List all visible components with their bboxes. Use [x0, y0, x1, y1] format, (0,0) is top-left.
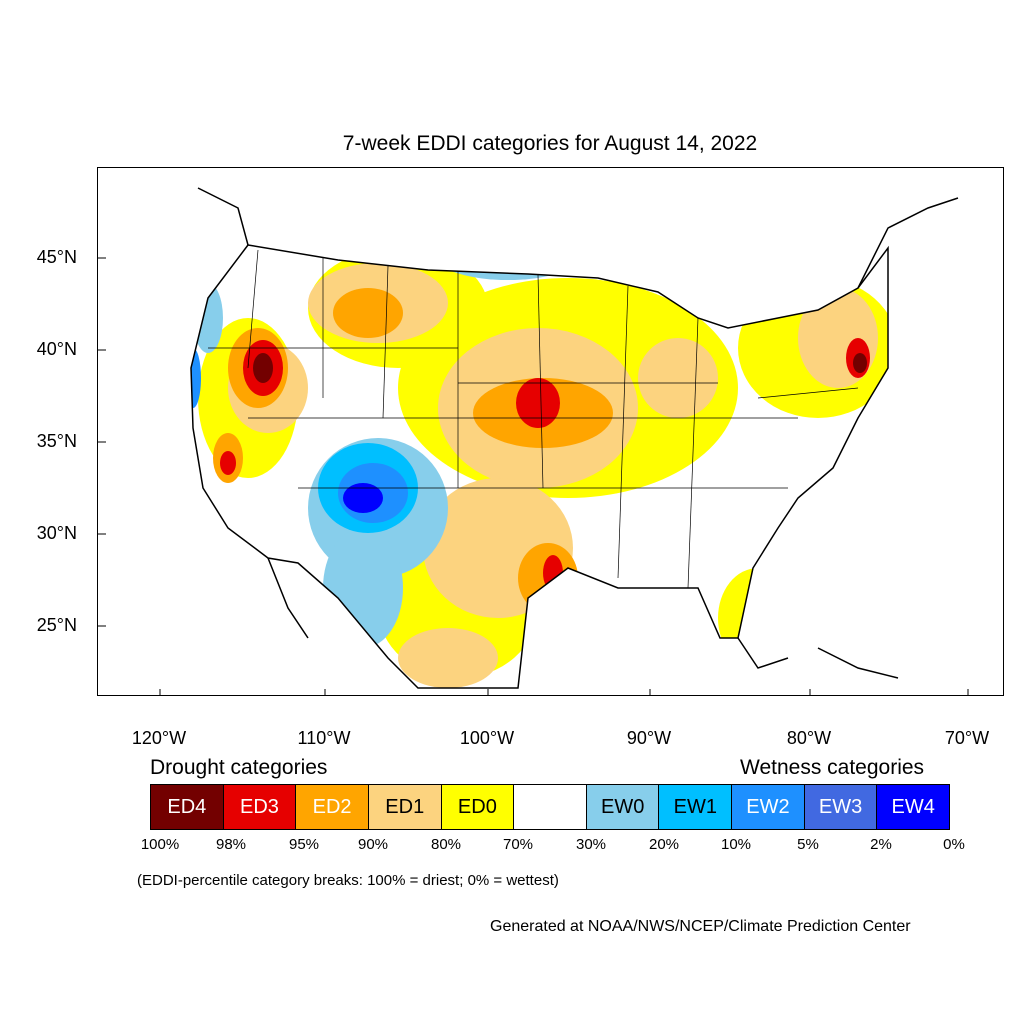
lon-label-110: 110°W [297, 728, 351, 748]
lat-label-25: 25°N [36, 615, 77, 635]
break-label: 10% [720, 836, 752, 853]
break-label: 98% [215, 836, 247, 853]
break-label: 95% [288, 836, 320, 853]
legend-ed4: ED4 [151, 785, 224, 829]
break-label: 80% [430, 836, 462, 853]
lat-label-40: 40°N [36, 339, 77, 359]
drought-heading: Drought categories [150, 756, 328, 779]
legend-ew0: EW0 [586, 785, 660, 829]
category-note: (EDDI-percentile category breaks: 100% =… [137, 872, 559, 889]
legend-ed1: ED1 [368, 785, 442, 829]
lat-label-30: 30°N [36, 523, 77, 543]
lon-label-90: 90°W [626, 728, 672, 748]
break-label: 30% [575, 836, 607, 853]
legend-neutral [514, 785, 587, 829]
break-label: 0% [943, 836, 965, 853]
break-label: 20% [648, 836, 680, 853]
break-label: 100% [140, 836, 180, 853]
lon-label-100: 100°W [459, 728, 515, 748]
coastlines [197, 187, 959, 679]
lon-label-120: 120°W [131, 728, 187, 748]
legend-ew2: EW2 [732, 785, 805, 829]
legend-ed2: ED2 [296, 785, 369, 829]
legend-ew3: EW3 [804, 785, 878, 829]
eddi-map [97, 167, 1004, 696]
state-borders [208, 249, 859, 589]
legend-ed0: ED0 [441, 785, 515, 829]
graticule-ticks [98, 257, 969, 695]
legend-ed3: ED3 [223, 785, 297, 829]
legend-ew1: EW1 [659, 785, 733, 829]
break-label: 70% [502, 836, 534, 853]
lon-label-70: 70°W [944, 728, 990, 748]
break-label: 5% [797, 836, 819, 853]
break-label: 2% [870, 836, 892, 853]
legend-colorbar: ED4 ED3 ED2 ED1 ED0 EW0 EW1 EW2 EW3 EW4 [150, 784, 950, 830]
wetness-heading: Wetness categories [740, 756, 925, 779]
lat-label-35: 35°N [36, 431, 77, 451]
break-label: 90% [357, 836, 389, 853]
map-title: 7-week EDDI categories for August 14, 20… [342, 132, 758, 155]
credit-line: Generated at NOAA/NWS/NCEP/Climate Predi… [490, 918, 911, 935]
legend-ew4: EW4 [877, 785, 950, 829]
eddi-shading [191, 245, 888, 688]
lat-label-45: 45°N [36, 247, 77, 267]
map-canvas [98, 187, 969, 695]
lon-label-80: 80°W [786, 728, 832, 748]
